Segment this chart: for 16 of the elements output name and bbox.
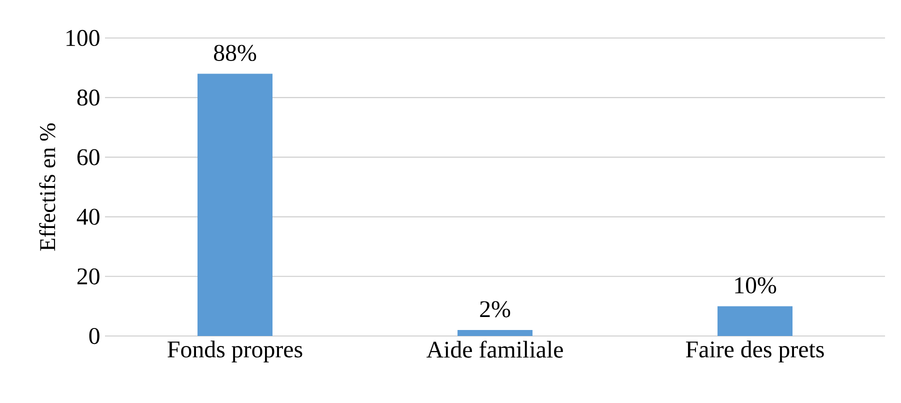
bar bbox=[458, 330, 533, 336]
y-tick-label: 20 bbox=[77, 268, 100, 284]
data-label: 2% bbox=[480, 301, 510, 318]
x-tick-label: Aide familiale bbox=[426, 340, 563, 358]
y-tick-label: 60 bbox=[77, 149, 100, 166]
y-tick-label: 100 bbox=[66, 30, 100, 46]
bar bbox=[198, 74, 273, 336]
x-tick-label: Fonds propres bbox=[168, 340, 302, 362]
y-tick-label: 80 bbox=[77, 90, 100, 106]
y-tick-label: 0 bbox=[89, 328, 100, 344]
data-label: 88% bbox=[214, 44, 256, 62]
x-tick-label: Faire des prets bbox=[686, 340, 824, 362]
y-axis-title: Effectifs en % bbox=[39, 123, 56, 251]
bar bbox=[718, 306, 793, 336]
data-label: 10% bbox=[735, 277, 776, 294]
y-tick-label: 40 bbox=[76, 208, 100, 225]
